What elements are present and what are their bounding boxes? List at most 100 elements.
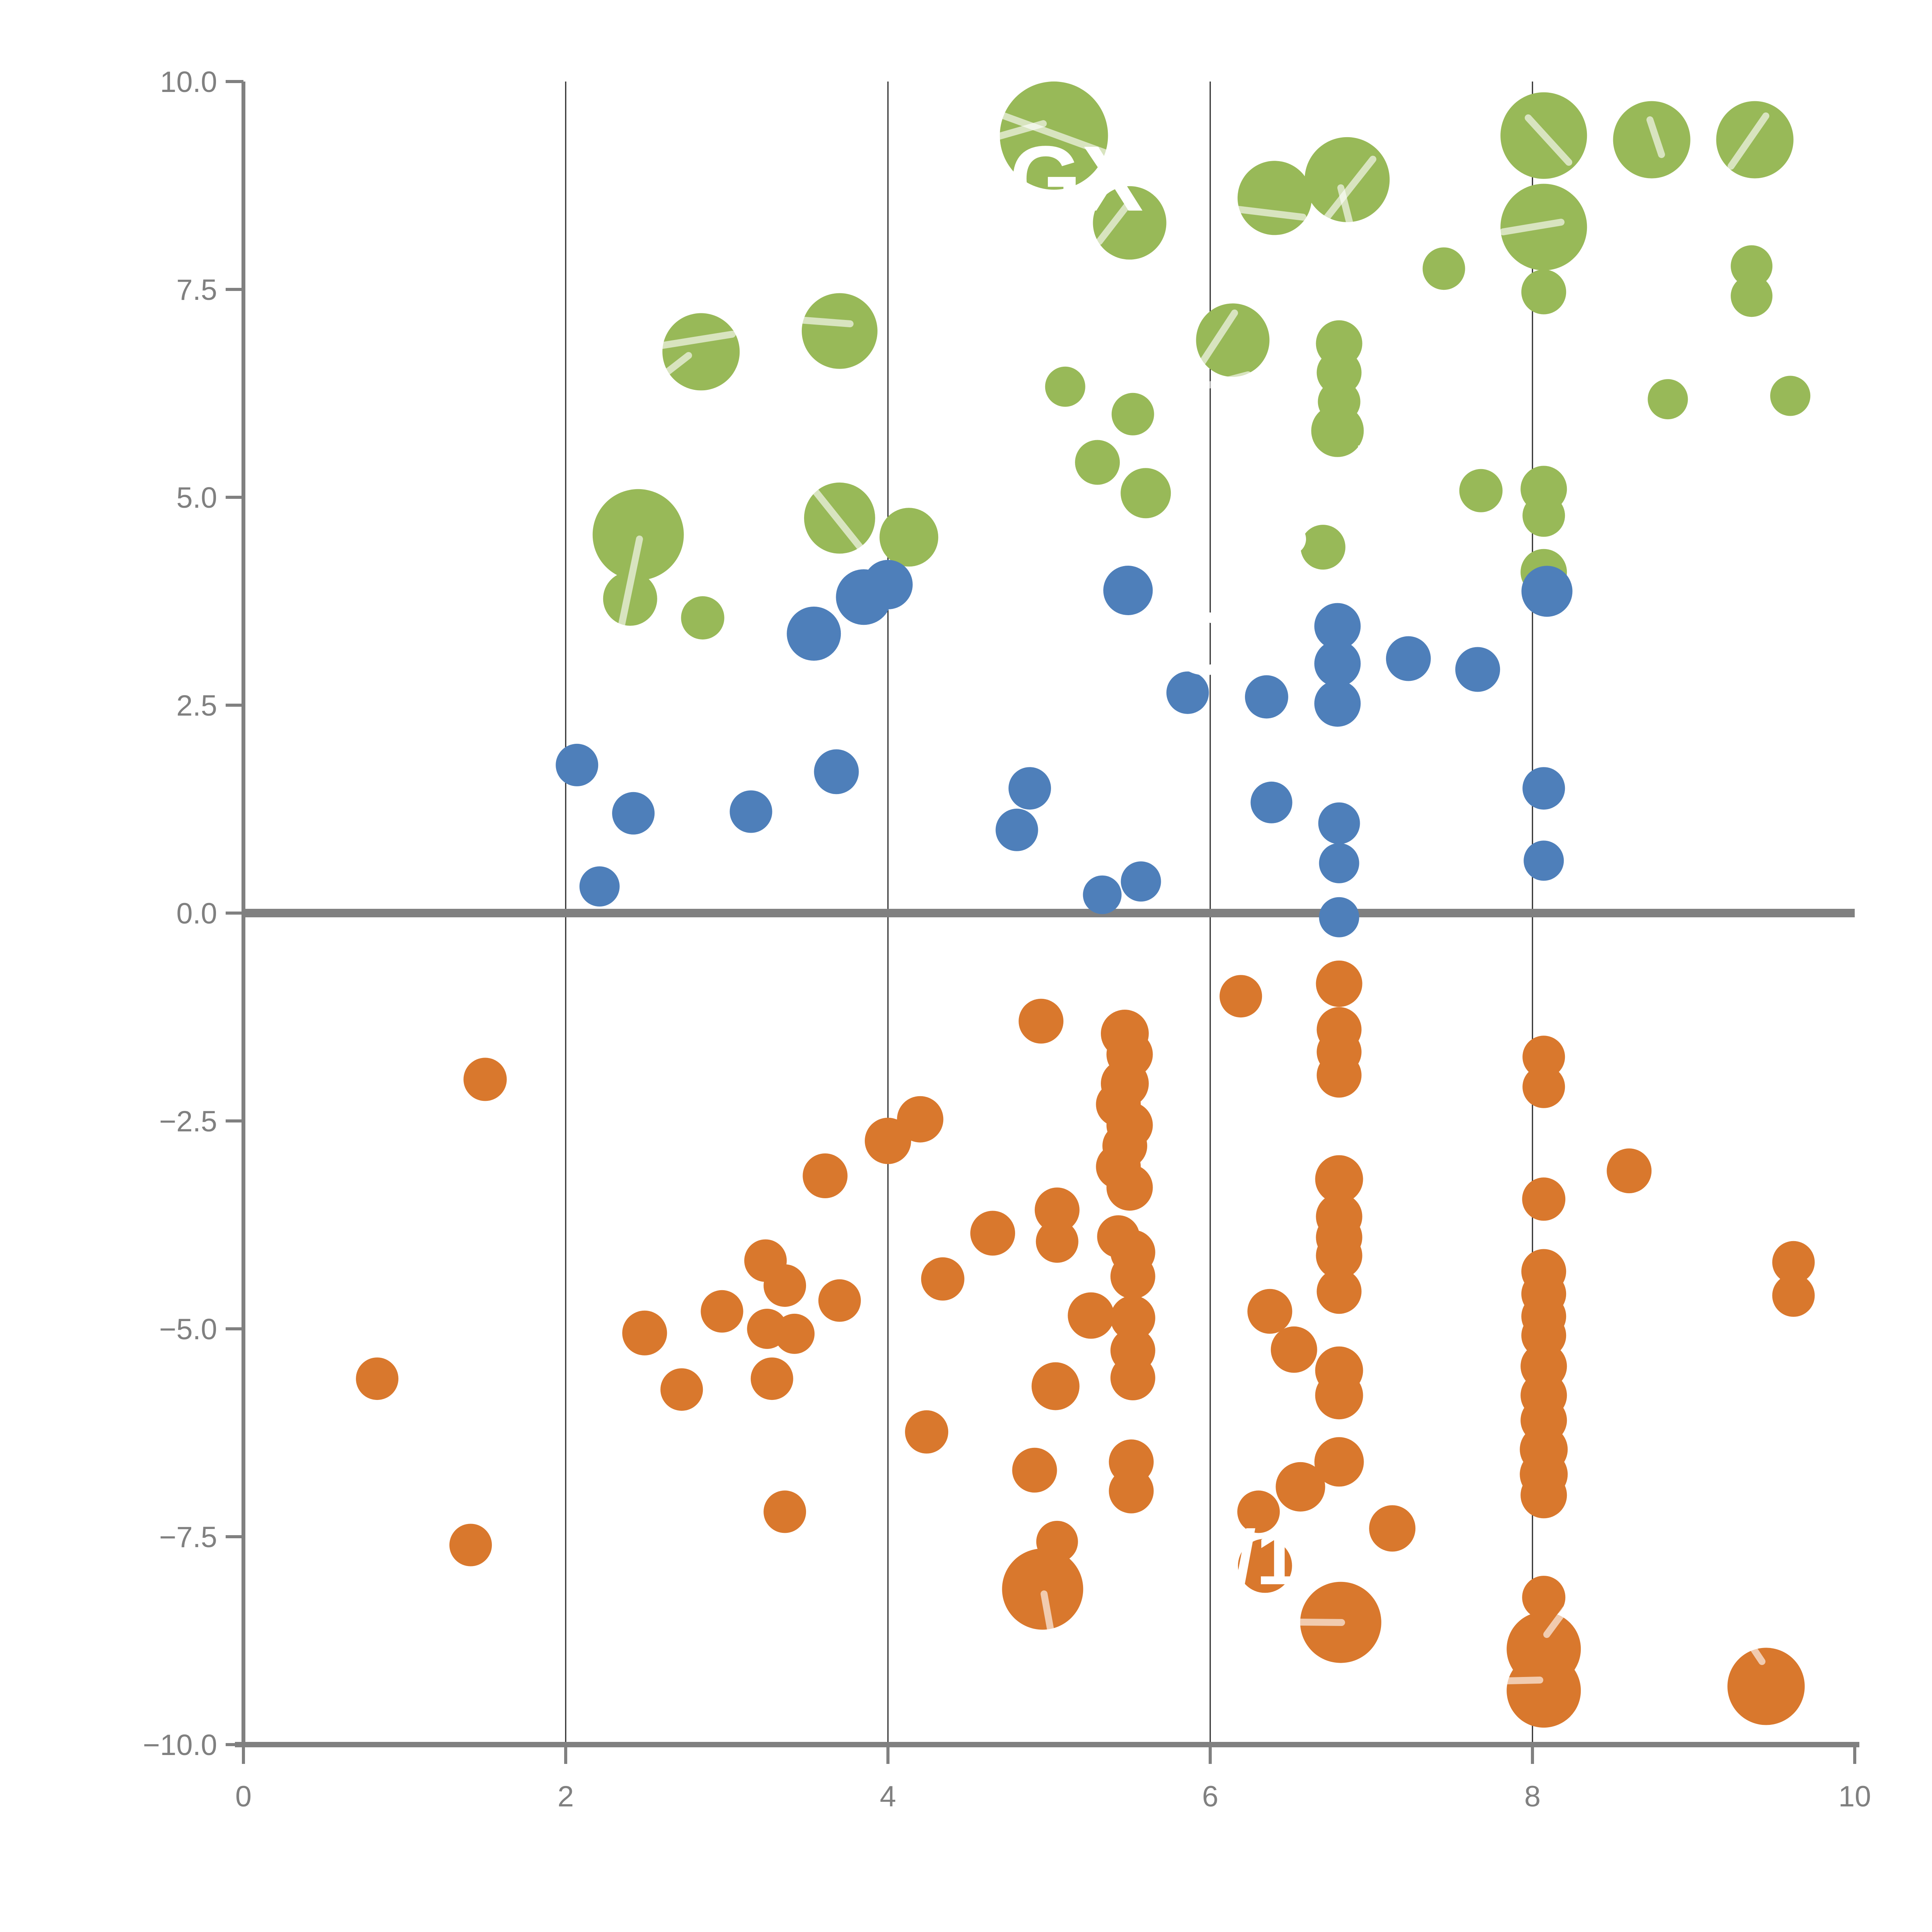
scatter-point-orange (1369, 1505, 1416, 1552)
scatter-point-orange (1106, 1164, 1153, 1211)
watermark-text: GX (1009, 127, 1143, 230)
watermark-text: b (1352, 431, 1402, 522)
scatter-point-blue (1166, 671, 1209, 714)
y-tick-label: 0.0 (176, 897, 217, 930)
y-tick-label: −2.5 (159, 1105, 217, 1138)
scatter-point-orange (701, 1290, 743, 1333)
scatter-point-blue (1319, 843, 1359, 883)
scatter-point-blue (1314, 603, 1361, 650)
scatter-point-orange (1607, 1148, 1652, 1194)
watermark-text: /1 (1235, 1515, 1299, 1601)
scatter-point-orange (750, 1357, 793, 1400)
scatter-point-orange (1012, 1447, 1057, 1493)
slash-mark (1316, 156, 1376, 231)
scatter-point-blue (995, 808, 1038, 851)
scatter-point-orange (1002, 1548, 1083, 1630)
scatter-point-green (1613, 101, 1690, 179)
slash-mark (1337, 184, 1354, 230)
scatter-point-orange (1316, 960, 1362, 1007)
scatter-point-orange (803, 1153, 848, 1198)
scatter-point-green (1237, 161, 1312, 235)
slash-mark (810, 485, 863, 550)
scatter-point-blue (814, 749, 859, 794)
x-tick-label: 10 (1838, 1780, 1871, 1813)
scatter-point-green (1770, 376, 1811, 416)
scatter-point-orange (1110, 1296, 1155, 1340)
y-tick-label: −10.0 (143, 1729, 217, 1762)
scatter-point-orange (1772, 1274, 1815, 1317)
scatter-point-orange (1522, 1576, 1566, 1619)
scatter-point-orange (1031, 1362, 1080, 1410)
scatter-point-blue (1314, 640, 1361, 687)
scatter-point-green (1121, 468, 1171, 519)
watermark-text: O (1171, 594, 1240, 693)
y-tick-label: −7.5 (159, 1521, 217, 1554)
slash-marks-group (617, 111, 1769, 1684)
scatter-point-orange (1110, 1254, 1155, 1299)
scatter-point-orange (622, 1310, 667, 1355)
scatter-point-green (1648, 379, 1688, 420)
y-tick-label: 5.0 (176, 481, 217, 514)
slash-mark (1747, 1641, 1765, 1665)
scatter-point-orange (1507, 1653, 1581, 1728)
y-tick-label: 10.0 (160, 66, 217, 99)
scatter-point-green (1093, 186, 1167, 260)
x-tick-label: 8 (1524, 1780, 1541, 1813)
scatter-point-green (592, 489, 684, 580)
scatter-point-green (1522, 494, 1565, 537)
scatter-point-orange (1522, 1177, 1566, 1221)
scatter-point-orange (1238, 1539, 1292, 1593)
slash-mark (1322, 463, 1362, 500)
scatter-point-green (1075, 440, 1120, 485)
slash-mark (796, 316, 854, 327)
scatter-point-blue (1250, 781, 1293, 823)
scatter-point-orange (356, 1357, 399, 1400)
y-tick-label: 2.5 (176, 689, 217, 722)
scatter-point-orange (1019, 998, 1064, 1044)
scatter-point-orange (818, 1279, 861, 1322)
scatter-point-green (1422, 247, 1465, 290)
x-tick-label: 2 (558, 1780, 574, 1813)
scatter-points-group (356, 81, 1815, 1728)
scatter-point-orange (1316, 1232, 1362, 1279)
scatter-point-orange (1316, 1053, 1362, 1098)
slash-mark (1096, 201, 1132, 245)
scatter-point-orange (1270, 1326, 1317, 1373)
scatter-point-blue (1009, 767, 1051, 810)
scatter-point-orange (970, 1211, 1015, 1256)
scatter-point-orange (1520, 1472, 1567, 1519)
scatter-point-blue (1121, 861, 1161, 902)
y-tick-label: 7.5 (176, 274, 217, 306)
scatter-point-orange (660, 1368, 703, 1411)
x-tick-label: 6 (1202, 1780, 1218, 1813)
scatter-point-blue (787, 606, 841, 661)
scatter-point-blue (863, 560, 913, 609)
slash-mark (1500, 219, 1565, 235)
scatter-point-orange (1110, 1355, 1155, 1400)
scatter-point-blue (1245, 675, 1288, 719)
scatter-point-orange (463, 1058, 507, 1101)
slash-mark (1646, 116, 1665, 158)
slash-mark (1503, 1677, 1543, 1684)
axes-group (226, 80, 1859, 1764)
scatter-point-orange (449, 1524, 492, 1566)
scatter-point-blue (1521, 566, 1573, 617)
scatter-point-blue (612, 792, 655, 835)
slash-mark (663, 352, 692, 376)
scatter-point-blue (730, 790, 772, 833)
x-tick-label: 0 (235, 1780, 252, 1813)
scatter-point-green (1311, 404, 1364, 457)
scatter-point-orange (1315, 1371, 1363, 1420)
scatter-point-orange (1068, 1292, 1114, 1339)
scatter-point-green (801, 293, 878, 369)
scatter-point-green (1731, 275, 1773, 317)
scatter-point-green (1521, 269, 1566, 315)
slash-mark (617, 536, 643, 635)
scatter-point-green (879, 508, 939, 567)
scatter-point-orange (1247, 1289, 1293, 1334)
scatter-point-blue (1455, 647, 1500, 692)
watermark-fragments-group: GX b/1 O (1009, 112, 1402, 1601)
scatter-point-orange (905, 1410, 949, 1454)
scatter-point-orange (1316, 1269, 1362, 1314)
slash-mark (986, 120, 1047, 143)
